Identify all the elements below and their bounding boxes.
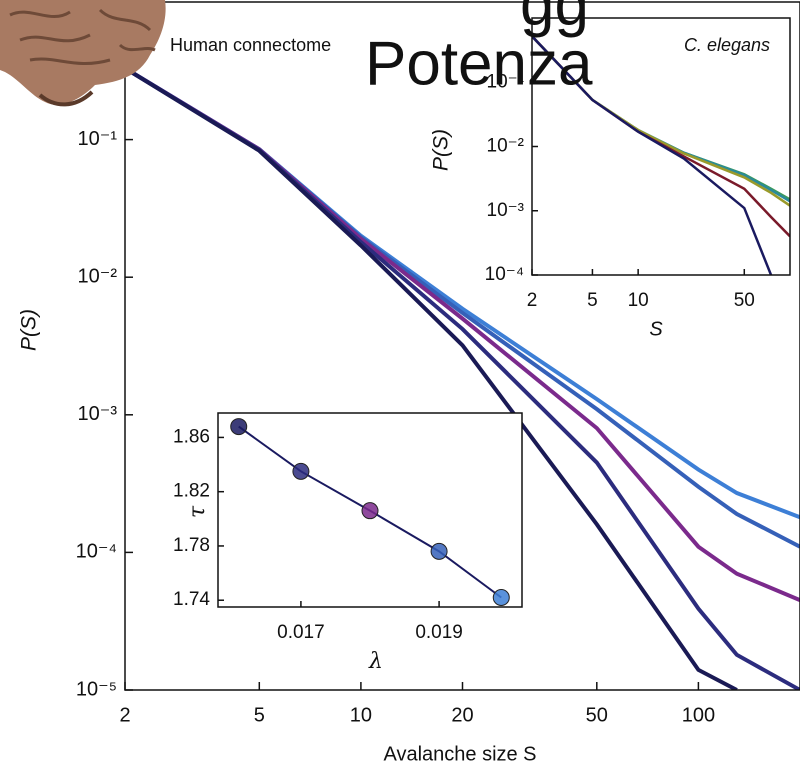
y-tick-label: 1.78 xyxy=(173,535,210,556)
plot-frame xyxy=(124,1,800,691)
slide-title: Potenza xyxy=(365,29,593,98)
plot-frame xyxy=(217,412,523,608)
series-line xyxy=(125,66,738,690)
x-tick-label: 20 xyxy=(451,704,473,726)
y-tick-label: 10⁻² xyxy=(487,136,525,157)
annotation: C. elegans xyxy=(684,35,770,55)
x-tick-label: 2 xyxy=(527,290,538,311)
point xyxy=(230,418,248,436)
y-tick-label: 10⁻⁴ xyxy=(76,541,117,563)
x-tick-label: 2 xyxy=(119,704,130,726)
y-axis-label: P(S) xyxy=(18,309,41,351)
y-tick-label: 10⁻⁵ xyxy=(76,678,117,700)
plot-area xyxy=(230,418,510,607)
brain-stem xyxy=(38,90,94,107)
y-tick-label: 10⁻¹ xyxy=(78,128,118,150)
x-axis-label: λ xyxy=(368,649,383,674)
x-tick-label: 5 xyxy=(587,290,598,311)
y-tick-label: 10⁻¹ xyxy=(487,71,525,92)
brain-folds xyxy=(9,8,156,65)
point xyxy=(292,462,310,480)
point xyxy=(430,542,448,560)
x-tick-label: 0.019 xyxy=(415,622,463,643)
title-fragment: gg xyxy=(520,0,589,38)
annotation: Human connectome xyxy=(170,35,331,55)
brain-image xyxy=(0,0,166,107)
plot-frame xyxy=(531,17,791,276)
x-tick-label: 0.017 xyxy=(277,622,325,643)
series-line xyxy=(532,35,773,275)
y-tick-label: 10⁻³ xyxy=(78,403,118,425)
x-tick-label: 10 xyxy=(628,290,649,311)
x-tick-label: 5 xyxy=(254,704,265,726)
chart: 2 5 10 20 50 100 10⁻¹ 10⁻² 10⁻³ 10⁻⁴ 10⁻⁵ Human con… xyxy=(18,1,800,765)
y-tick-label: 1.86 xyxy=(173,426,210,447)
y-tick-label: 10⁻³ xyxy=(487,200,525,221)
y-tick-label: 1.82 xyxy=(173,481,210,502)
x-tick-label: 10 xyxy=(350,704,372,726)
x-axis-label: Avalanche size S xyxy=(383,743,536,765)
brain-shape xyxy=(0,0,166,105)
y-axis-label: τ xyxy=(185,505,210,518)
point xyxy=(492,589,510,607)
x-axis-label: S xyxy=(649,318,663,340)
y-tick-label: 10⁻⁴ xyxy=(485,264,524,285)
chart: 2 5 10 50 10⁻¹ 10⁻² 10⁻³ 10⁻⁴ C. elegans S P(S) xyxy=(430,17,791,340)
plot-area xyxy=(125,66,800,690)
y-tick-label: 10⁻² xyxy=(78,265,118,287)
chart: 0.017 0.019 1.74 1.78 1.82 1.86 λ τ xyxy=(173,412,523,674)
x-tick-label: 100 xyxy=(682,704,715,726)
x-tick-label: 50 xyxy=(586,704,608,726)
x-tick-label: 50 xyxy=(734,290,755,311)
y-tick-label: 1.74 xyxy=(173,589,210,610)
charts: 2 5 10 20 50 100 10⁻¹ 10⁻² 10⁻³ 10⁻⁴ 10⁻⁵ Human con… xyxy=(18,1,800,765)
plot-area xyxy=(532,35,790,275)
point xyxy=(361,502,379,520)
y-axis-label: P(S) xyxy=(430,129,453,171)
